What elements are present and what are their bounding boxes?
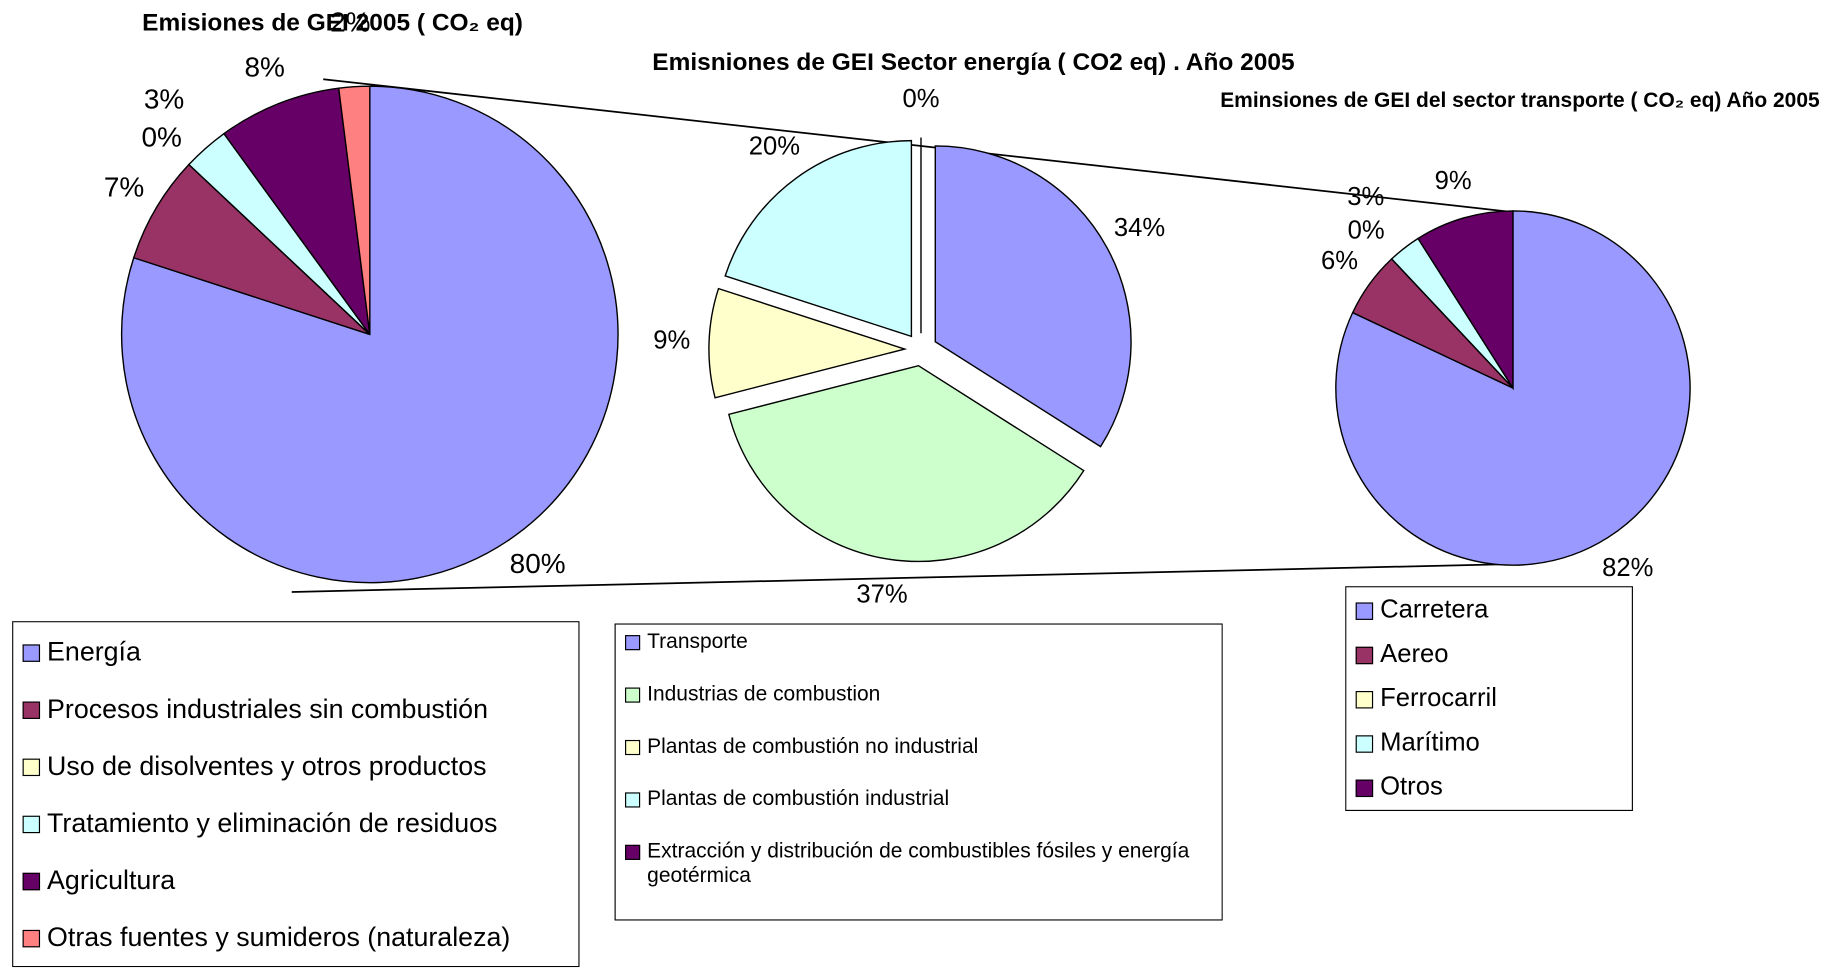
pie-slice — [708, 287, 908, 399]
legend-item: Otras fuentes y sumideros (naturaleza) — [22, 921, 570, 953]
value-label: 34% — [1114, 214, 1165, 242]
pie-slice — [1335, 210, 1691, 566]
connector-line — [323, 78, 1514, 213]
legend-swatch — [1355, 690, 1374, 709]
legend-item: Extracción y distribución de combustible… — [625, 839, 1212, 888]
pie-slice — [1417, 210, 1514, 391]
title-box: Emisiones de GEI 2005 ( CO₂ eq) — [142, 9, 523, 37]
value-label: 37% — [856, 581, 907, 609]
legend-label: Carretera — [1380, 594, 1489, 624]
legend-swatch — [1355, 646, 1374, 664]
legend-swatch — [22, 872, 41, 891]
legend-item: Industrias de combustion — [625, 682, 1212, 706]
connector-line — [291, 563, 1516, 593]
pie-slice — [132, 163, 371, 336]
title-box: Emisniones de GEI Sector energía ( CO2 e… — [652, 48, 1295, 76]
value-label: 3% — [1347, 183, 1384, 211]
legend-item: Marítimo — [1355, 727, 1623, 757]
legend-label: Agricultura — [47, 864, 176, 895]
chart-title: Emisiones de GEI 2005 ( CO₂ eq) — [142, 9, 523, 37]
legend-label: Extracción y distribución de combustible… — [647, 838, 1190, 887]
legend-label: Energía — [47, 636, 141, 667]
value-label: 0% — [1348, 217, 1385, 245]
legend-label: Plantas de combustión no industrial — [647, 734, 979, 758]
legend-label: Procesos industriales sin combustión — [47, 693, 488, 724]
legend-item: Plantas de combustión industrial — [625, 787, 1212, 811]
legend-swatch — [1355, 734, 1374, 753]
value-label: 80% — [510, 548, 566, 579]
value-label: 0% — [142, 121, 182, 152]
legend-label: Industrias de combustion — [647, 681, 881, 705]
legend-item: Procesos industriales sin combustión — [22, 693, 570, 724]
pie-slice — [724, 139, 913, 338]
legend-swatch — [22, 758, 41, 776]
legend-item: Otros — [1355, 771, 1623, 801]
legend-box: Energía Procesos industriales sin combust… — [12, 621, 580, 968]
legend-label: Transporte — [647, 629, 748, 653]
value-label: 3% — [144, 83, 184, 114]
chart-title: Emisniones de GEI Sector energía ( CO2 e… — [652, 48, 1295, 76]
legend-swatch — [625, 792, 641, 808]
legend-box: Carretera Aereo Ferrocarril Marítimo Otros — [1345, 586, 1633, 812]
value-label: 82% — [1602, 554, 1653, 582]
legend-item: Carretera — [1355, 594, 1623, 624]
value-label: 9% — [1435, 167, 1472, 195]
legend-label: Uso de disolventes y otros productos — [47, 750, 487, 781]
legend-swatch — [22, 644, 41, 662]
pie-slice — [934, 145, 1132, 448]
legend-item: Tratamiento y eliminación de residuos — [22, 807, 570, 839]
legend-swatch — [625, 687, 641, 704]
value-label: 6% — [1321, 247, 1358, 275]
legend-item: Plantas de combustión no industrial — [625, 734, 1212, 758]
value-label: 0% — [902, 85, 939, 113]
legend-swatch — [625, 845, 641, 861]
chart-title: Eminsiones de GEI del sector transporte … — [1220, 88, 1820, 112]
value-label: 9% — [653, 327, 690, 355]
legend-swatch — [625, 740, 641, 756]
legend-swatch — [22, 815, 41, 834]
legend-swatch — [625, 635, 641, 651]
title-box: Eminsiones de GEI del sector transporte … — [1220, 88, 1820, 112]
legend-swatch — [1355, 779, 1374, 797]
legend-label: Ferrocarril — [1380, 682, 1497, 712]
legend-item: Aereo — [1355, 638, 1623, 669]
legend-label: Otras fuentes y sumideros (naturaleza) — [47, 921, 511, 953]
legend-swatch — [22, 929, 41, 948]
legend-box: Transporte Industrias de combustion Planta… — [614, 623, 1223, 921]
legend-item: Transporte — [625, 629, 1212, 653]
legend-label: Aereo — [1380, 638, 1449, 668]
legend-label: Tratamiento y eliminación de residuos — [47, 807, 498, 838]
legend-label: Plantas de combustión industrial — [647, 786, 950, 810]
legend-item: Uso de disolventes y otros productos — [22, 750, 570, 781]
legend-item: Ferrocarril — [1355, 682, 1623, 713]
pie-slice — [727, 364, 1085, 563]
value-label: 7% — [104, 171, 144, 202]
value-label: 2% — [330, 6, 370, 37]
legend-swatch — [22, 701, 41, 719]
pie-slice — [337, 85, 371, 335]
legend-swatch — [1355, 601, 1374, 620]
legend: Carretera Aereo Ferrocarril Marítimo Otros — [1345, 586, 1633, 812]
legend: Energía Procesos industriales sin combust… — [12, 621, 580, 968]
pie-slice — [222, 87, 371, 335]
value-label: 8% — [245, 51, 285, 82]
legend-item: Energía — [22, 636, 570, 667]
value-label: 20% — [749, 133, 800, 161]
legend-label: Otros — [1380, 771, 1443, 801]
legend: Transporte Industrias de combustion Planta… — [614, 623, 1223, 921]
legend-label: Marítimo — [1380, 727, 1480, 757]
legend-item: Agricultura — [22, 864, 570, 896]
